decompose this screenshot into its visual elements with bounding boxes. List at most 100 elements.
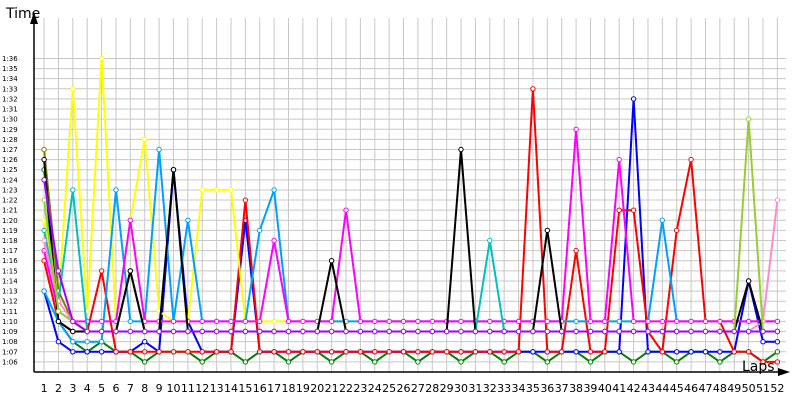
data-point	[41, 156, 47, 163]
data-point	[573, 328, 579, 335]
data-point	[645, 318, 651, 325]
y-axis-title: Time	[5, 6, 40, 22]
x-tick-label: 18	[282, 382, 296, 395]
grid	[34, 18, 786, 372]
data-point	[328, 328, 335, 335]
x-axis-arrow	[778, 368, 790, 376]
data-point	[127, 268, 134, 274]
x-tick-label: 1	[41, 382, 48, 395]
data-point	[98, 349, 105, 355]
data-point	[285, 349, 292, 355]
x-tick-label: 35	[526, 382, 540, 395]
data-point	[602, 349, 608, 355]
data-point	[142, 349, 148, 355]
data-point	[544, 349, 550, 355]
data-point	[271, 328, 277, 335]
data-point	[774, 328, 781, 335]
data-point	[170, 318, 177, 325]
data-point	[415, 328, 421, 335]
x-tick-label: 12	[195, 382, 209, 395]
data-point	[185, 328, 191, 335]
series-lines	[41, 55, 781, 365]
x-tick-label: 22	[339, 382, 353, 395]
data-point	[98, 268, 105, 274]
data-point	[415, 359, 421, 365]
data-point	[659, 328, 665, 335]
data-point	[731, 328, 737, 335]
data-point	[271, 187, 277, 193]
y-tick-label: 1:35	[2, 65, 18, 73]
data-point	[458, 349, 464, 355]
data-point	[530, 328, 536, 335]
data-point	[501, 349, 507, 355]
data-point	[544, 328, 550, 335]
data-point	[515, 349, 522, 355]
data-point	[717, 318, 723, 325]
data-point	[170, 167, 177, 173]
data-point	[530, 349, 536, 355]
data-point	[142, 328, 148, 335]
data-point	[515, 318, 522, 325]
y-tick-label: 1:34	[2, 75, 18, 83]
data-point	[544, 318, 550, 325]
data-point	[487, 328, 493, 335]
data-point	[242, 318, 249, 325]
data-point	[458, 318, 464, 325]
x-tick-label: 21	[325, 382, 339, 395]
data-point	[98, 339, 105, 345]
data-point	[228, 349, 234, 355]
data-point	[386, 349, 392, 355]
data-point	[587, 349, 594, 355]
data-point	[199, 318, 205, 325]
data-point	[544, 359, 550, 365]
data-point	[55, 318, 62, 325]
x-tick-label: 3	[69, 382, 76, 395]
x-tick-label: 51	[756, 382, 770, 395]
x-tick-label: 32	[483, 382, 497, 395]
data-point	[70, 339, 76, 345]
x-tick-label: 14	[224, 382, 238, 395]
y-tick-label: 1:17	[2, 247, 18, 255]
y-tick-label: 1:15	[2, 267, 18, 275]
y-tick-label: 1:06	[2, 358, 18, 366]
data-point	[458, 146, 464, 153]
data-point	[688, 156, 694, 163]
data-point	[487, 237, 493, 244]
x-tick-label: 20	[310, 382, 324, 395]
data-point	[458, 359, 464, 365]
data-point	[142, 359, 148, 365]
y-tick-label: 1:20	[2, 217, 18, 225]
data-point	[156, 146, 162, 153]
data-point	[199, 328, 205, 335]
data-point	[357, 318, 364, 325]
data-point	[314, 328, 320, 335]
data-point	[257, 318, 263, 325]
data-point	[616, 318, 622, 325]
x-tick-label: 26	[397, 382, 411, 395]
data-point	[199, 187, 205, 193]
x-tick-label: 15	[238, 382, 252, 395]
data-point	[328, 258, 335, 264]
data-point	[55, 339, 62, 345]
data-point	[515, 328, 522, 335]
x-tick-label: 7	[127, 382, 134, 395]
data-point	[774, 197, 781, 203]
data-point	[472, 349, 479, 355]
data-point	[760, 359, 766, 365]
data-point	[271, 349, 277, 355]
data-point	[630, 359, 637, 365]
data-point	[616, 156, 622, 163]
data-point	[242, 328, 249, 335]
data-point	[760, 328, 766, 335]
data-point	[429, 318, 435, 325]
data-point	[113, 187, 119, 193]
data-point	[458, 328, 464, 335]
data-point	[170, 328, 177, 335]
data-point	[501, 328, 507, 335]
data-point	[300, 318, 306, 325]
data-point	[257, 227, 263, 234]
data-point	[602, 318, 608, 325]
data-point	[674, 328, 680, 335]
data-point	[213, 318, 220, 325]
y-tick-label: 1:36	[2, 55, 18, 63]
